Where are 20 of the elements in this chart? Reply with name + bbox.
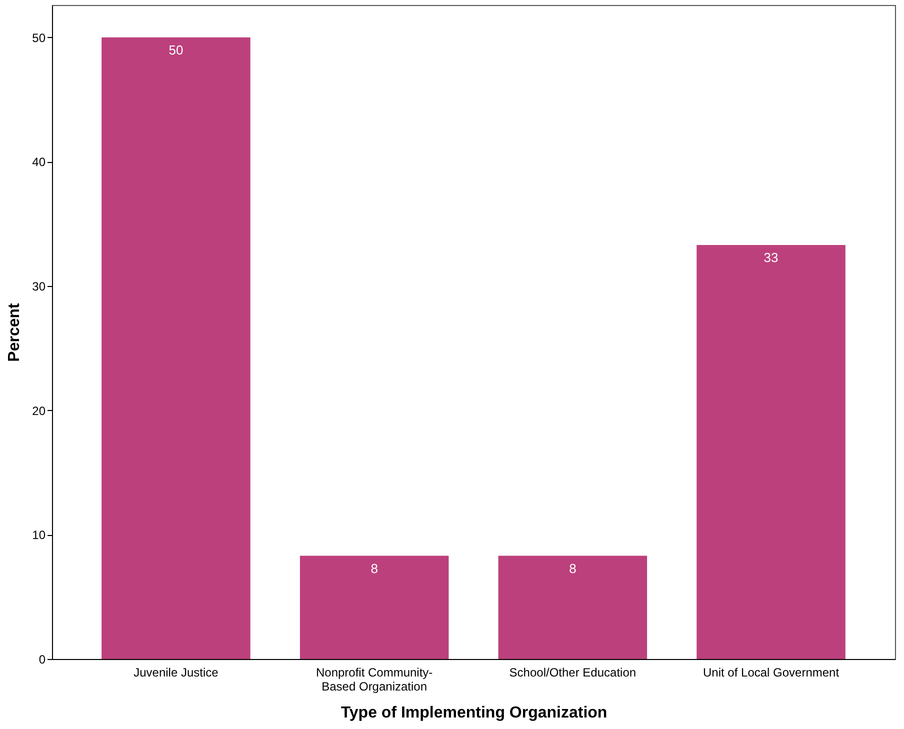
data-label: 50	[168, 42, 184, 58]
bar	[498, 556, 648, 659]
x-tick-label: Unit of Local Government	[702, 666, 840, 680]
data-label: 8	[370, 560, 378, 576]
y-axis-title: Percent	[6, 302, 24, 362]
x-tick-label: Nonprofit Community-Based Organization	[316, 666, 433, 694]
y-tick-label: 20	[32, 404, 46, 418]
x-axis-title: Type of Implementing Organization	[340, 704, 608, 722]
data-label: 33	[764, 250, 778, 265]
y-tick-label: 10	[32, 528, 46, 542]
x-tick-label: School/Other Education	[509, 666, 636, 680]
y-tick-label: 50	[32, 30, 46, 45]
data-label: 8	[569, 560, 576, 576]
x-tick-label: Juvenile Justice	[134, 666, 219, 680]
y-tick-label: 0	[38, 652, 46, 666]
bar	[300, 556, 449, 659]
y-tick-label: 30	[32, 279, 46, 294]
bar	[102, 37, 250, 659]
bar	[696, 244, 846, 659]
y-tick-label: 40	[32, 155, 46, 170]
